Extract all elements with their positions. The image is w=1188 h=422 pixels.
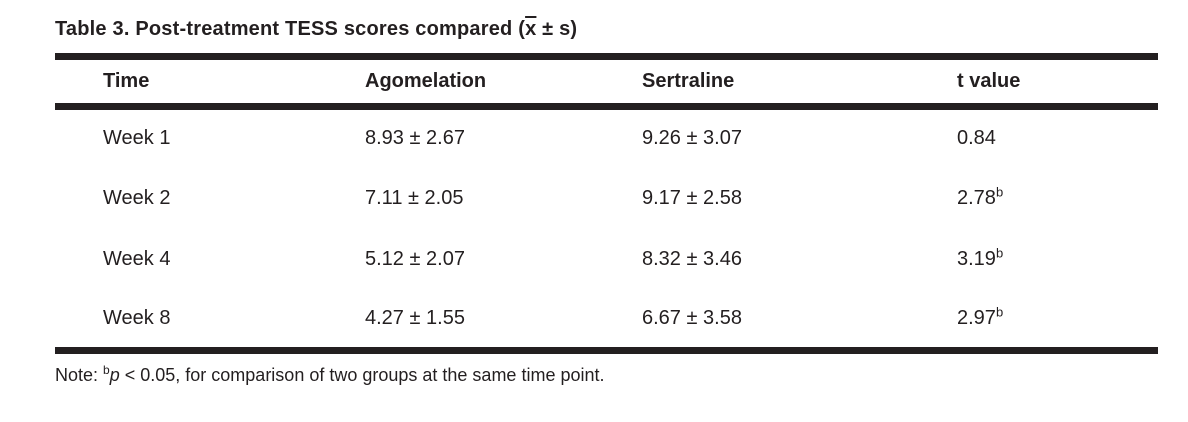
cell-t-value: 3.19b: [957, 229, 1158, 290]
cell-time: Week 1: [103, 127, 171, 150]
cell-agomelation: 7.11 ± 2.05: [365, 186, 464, 209]
header-t-value: t value: [957, 70, 1021, 92]
t-value-number: 3.19: [957, 247, 996, 270]
table-row-week-4: Week 4 5.12 ± 2.07 8.32 ± 3.46 3.19b: [55, 229, 1158, 290]
cell-t-value: 2.97b: [957, 290, 1158, 351]
caption-prefix: Table 3. Post-treatment TESS scores comp…: [55, 18, 526, 40]
header-sertraline: Sertraline: [642, 70, 735, 92]
note-p-symbol: p: [109, 365, 120, 385]
header-time: Time: [103, 70, 150, 92]
cell-sertraline: 9.26 ± 3.07: [642, 127, 742, 150]
cell-t-value: 0.84: [957, 107, 1158, 168]
table-caption: Table 3. Post-treatment TESS scores comp…: [55, 16, 1188, 42]
cell-time: Week 2: [103, 186, 171, 209]
cell-sertraline: 8.32 ± 3.46: [642, 247, 742, 270]
cell-sertraline: 9.17 ± 2.58: [642, 186, 742, 209]
t-value-number: 0.84: [957, 127, 996, 150]
significance-marker: b: [995, 304, 1004, 320]
note-text: < 0.05, for comparison of two groups at …: [119, 365, 605, 385]
header-agomelation: Agomelation: [365, 70, 487, 92]
significance-marker: b: [995, 244, 1004, 260]
table-row-week-1: Week 1 8.93 ± 2.67 9.26 ± 3.07 0.84: [55, 107, 1158, 168]
table-note: Note: bp < 0.05, for comparison of two g…: [55, 363, 1188, 387]
note-superscript-b: b: [103, 363, 110, 377]
tess-scores-table: Time Agomelation Sertraline t value Week…: [55, 53, 1158, 354]
cell-sertraline: 6.67 ± 3.58: [642, 306, 742, 329]
significance-marker: b: [995, 183, 1004, 199]
note-prefix: Note:: [55, 365, 104, 385]
cell-t-value: 2.78b: [957, 168, 1158, 229]
cell-agomelation: 8.93 ± 2.67: [365, 127, 465, 150]
cell-time: Week 8: [103, 306, 171, 329]
caption-suffix: ± s): [536, 18, 578, 40]
table-row-week-8: Week 8 4.27 ± 1.55 6.67 ± 3.58 2.97b: [55, 290, 1158, 351]
t-value-number: 2.78: [957, 186, 996, 209]
cell-time: Week 4: [103, 247, 171, 270]
table-row-week-2: Week 2 7.11 ± 2.05 9.17 ± 2.58 2.78b: [55, 168, 1158, 229]
cell-agomelation: 5.12 ± 2.07: [365, 247, 465, 270]
cell-agomelation: 4.27 ± 1.55: [365, 306, 465, 329]
x-bar-symbol: x: [525, 18, 537, 40]
t-value-number: 2.97: [957, 306, 996, 329]
table-header-row: Time Agomelation Sertraline t value: [55, 57, 1158, 107]
